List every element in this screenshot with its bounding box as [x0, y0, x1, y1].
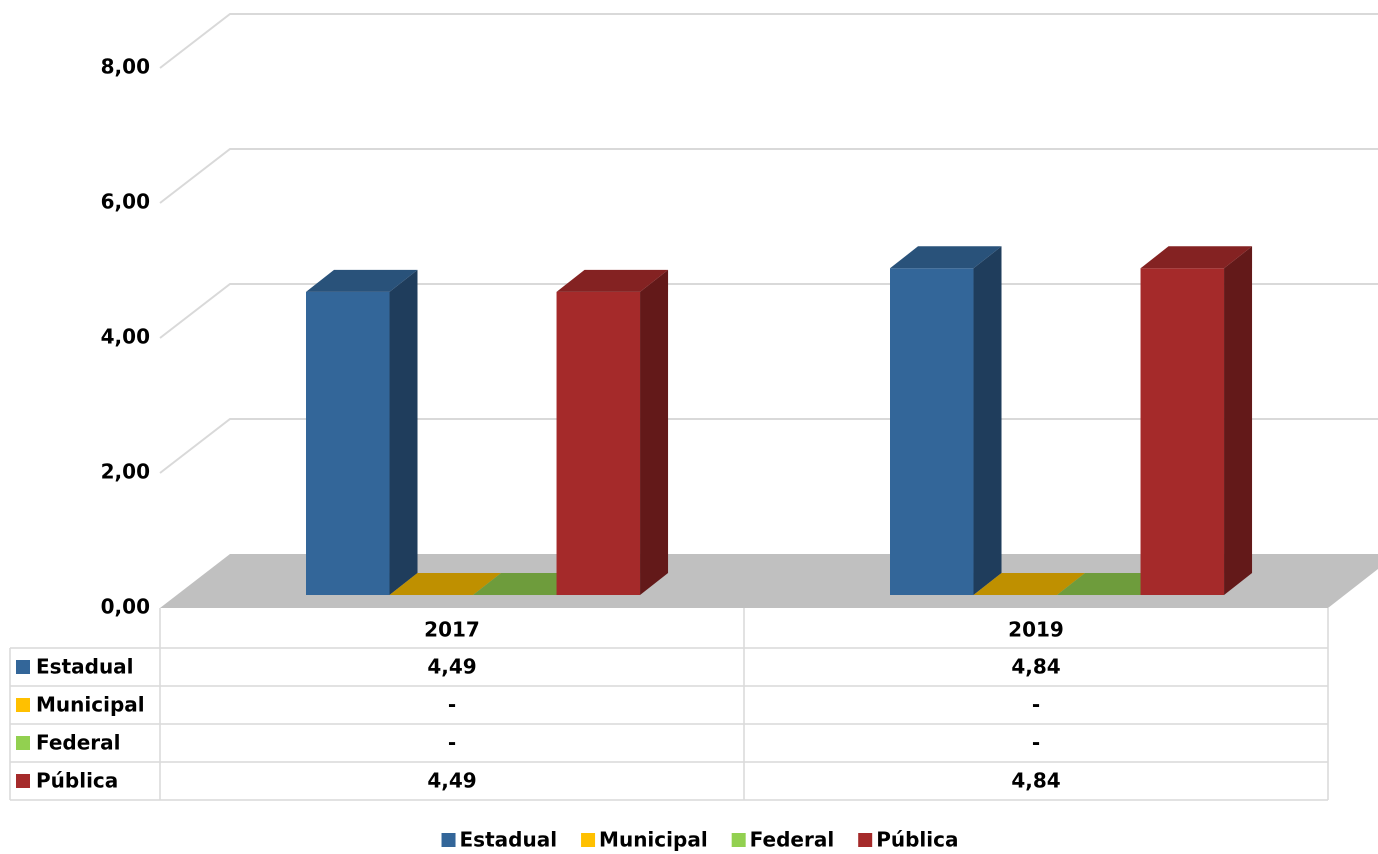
table-cell: 4,84 — [1011, 769, 1060, 793]
y-tick-label: 4,00 — [101, 325, 150, 349]
bar-side — [389, 269, 418, 595]
legend-key — [16, 774, 30, 788]
bar-side — [1224, 246, 1253, 596]
legend-label: Federal — [750, 828, 835, 852]
legend-key — [16, 660, 30, 674]
grid-line — [159, 148, 1378, 204]
legend-label: Pública — [876, 828, 958, 852]
y-tick-label: 8,00 — [101, 55, 150, 79]
legend-key — [581, 833, 596, 847]
table-cell: - — [448, 693, 456, 717]
bar-top — [890, 246, 1002, 269]
bar — [890, 246, 1002, 596]
bar — [556, 269, 669, 595]
legend-key — [731, 833, 746, 847]
table-cell: 4,84 — [1011, 655, 1060, 679]
table-cell: - — [1032, 731, 1040, 755]
table-cell: - — [1032, 693, 1040, 717]
table-cell: 4,49 — [427, 655, 476, 679]
legend-label: Municipal — [599, 828, 708, 852]
y-tick-label: 6,00 — [101, 190, 150, 214]
legend-key — [441, 833, 456, 847]
bar-top — [306, 269, 418, 292]
bar-top — [556, 269, 669, 292]
table-row-label: Federal — [36, 731, 121, 755]
bar-front — [306, 291, 390, 595]
bar-side — [640, 269, 669, 595]
table-row-label: Estadual — [36, 655, 134, 679]
y-tick-label: 0,00 — [101, 595, 150, 619]
bar-front — [1140, 268, 1225, 595]
legend-key — [16, 698, 30, 712]
bar-front — [556, 291, 641, 595]
y-tick-label: 2,00 — [101, 460, 150, 484]
table-header: 2017 — [424, 618, 480, 642]
table-cell: - — [448, 731, 456, 755]
bar — [973, 573, 1086, 595]
bar-top — [389, 573, 502, 595]
bar-top — [1140, 246, 1253, 269]
table-row-label: Pública — [36, 769, 118, 793]
table-cell: 4,49 — [427, 769, 476, 793]
legend-label: Estadual — [460, 828, 558, 852]
table-header: 2019 — [1008, 618, 1064, 642]
grid-line — [159, 13, 1378, 69]
bar-top — [973, 573, 1086, 595]
bar — [389, 573, 502, 595]
bar — [1140, 246, 1253, 596]
legend-key — [16, 736, 30, 750]
table-row-label: Municipal — [36, 693, 145, 717]
legend: Estadual Municipal Federal Pública — [441, 828, 958, 852]
bar-side — [973, 246, 1002, 596]
bar-front — [890, 268, 974, 595]
bar — [306, 269, 418, 595]
legend-key — [858, 833, 873, 847]
